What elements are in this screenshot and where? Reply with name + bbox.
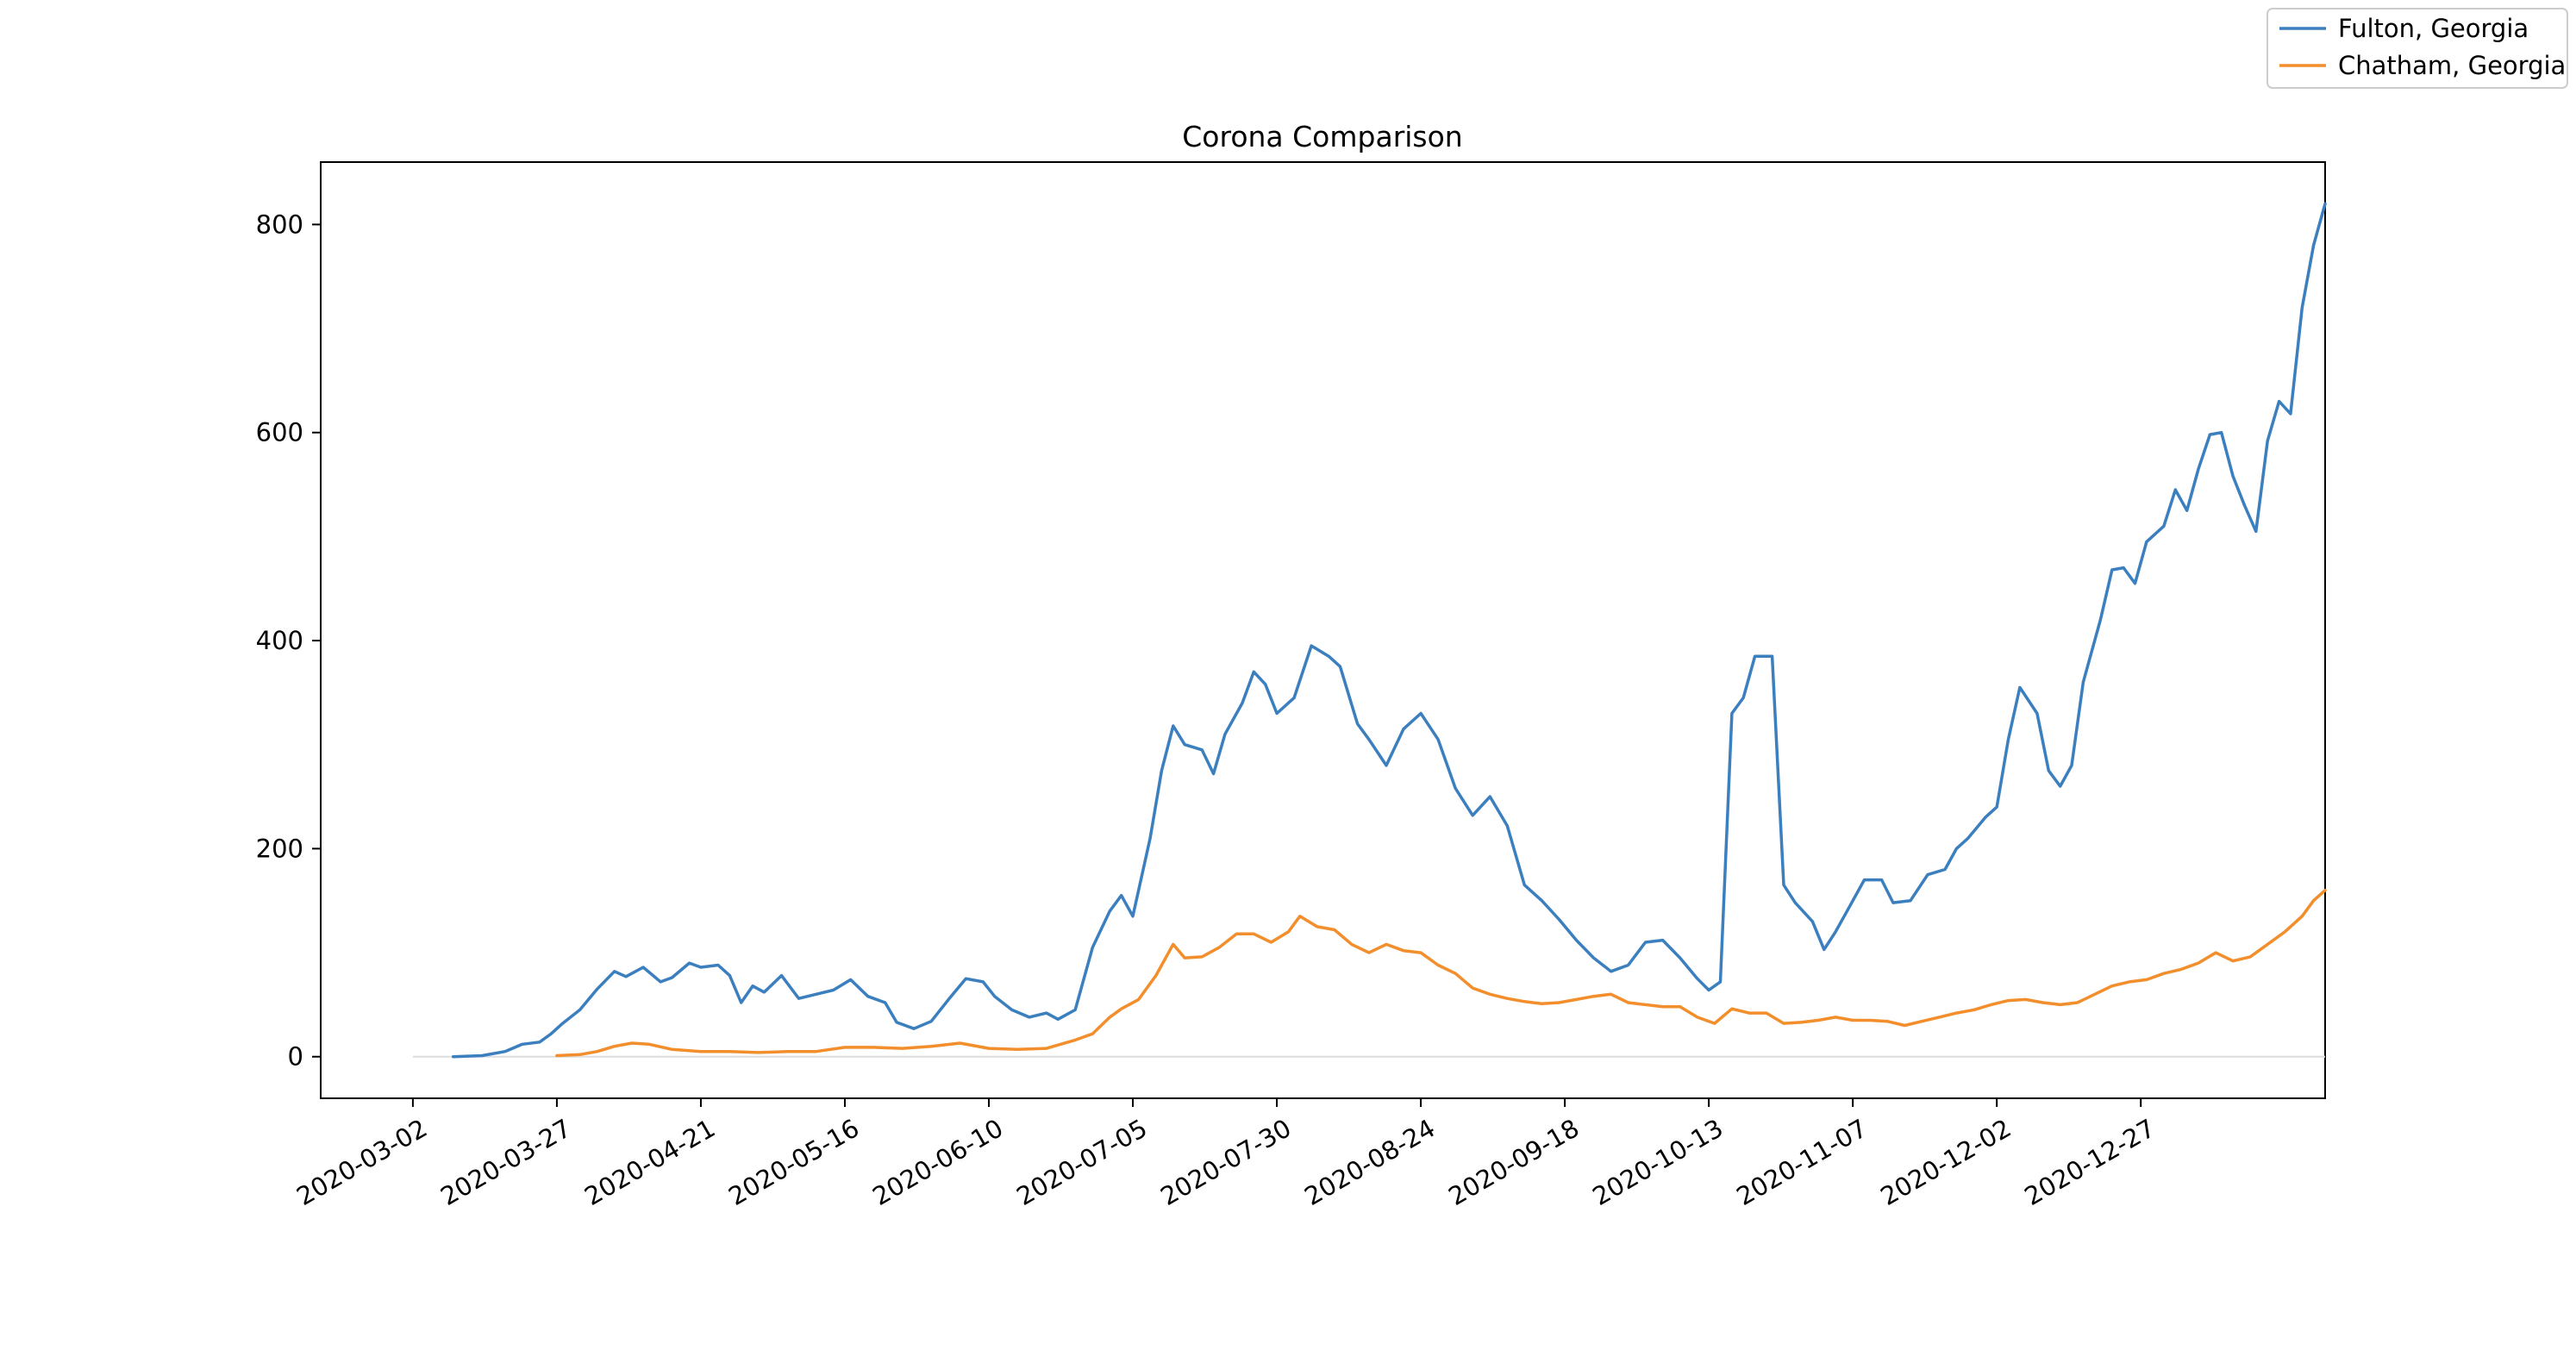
legend-box: [2267, 8, 2568, 89]
chart-title: Corona Comparison: [1182, 120, 1462, 153]
x-tick-label: 2020-12-02: [1876, 1113, 2016, 1211]
x-tick-label: 2020-03-02: [291, 1113, 432, 1211]
y-tick-label: 200: [256, 834, 303, 863]
x-tick-label: 2020-12-27: [2020, 1113, 2160, 1211]
x-tick-label: 2020-06-10: [867, 1113, 1008, 1211]
y-tick-label: 0: [288, 1042, 303, 1072]
x-tick-label: 2020-04-21: [579, 1113, 720, 1211]
x-tick-label: 2020-07-30: [1155, 1113, 1296, 1211]
legend-label-fulton: Fulton, Georgia: [2338, 14, 2529, 43]
x-tick-label: 2020-05-16: [723, 1113, 864, 1211]
y-tick-label: 600: [256, 418, 303, 447]
x-tick-label: 2020-09-18: [1443, 1113, 1584, 1211]
legend: Fulton, Georgia Chatham, Georgia: [2267, 8, 2568, 89]
y-tick-label: 800: [256, 209, 303, 239]
series-group: [451, 202, 2327, 1059]
plot-area: [320, 161, 2326, 1099]
x-tick-label: 2020-10-13: [1587, 1113, 1728, 1211]
x-tick-label: 2020-03-27: [435, 1113, 576, 1211]
y-tick-label: 400: [256, 626, 303, 655]
y-axis: 0 200 400 600 800: [256, 209, 321, 1072]
series-line-fulton: [451, 202, 2327, 1059]
x-tick-label: 2020-07-05: [1011, 1113, 1152, 1211]
x-tick-label: 2020-11-07: [1731, 1113, 1872, 1211]
x-axis: 2020-03-02 2020-03-27 2020-04-21 2020-05-16…: [291, 1098, 2160, 1211]
legend-label-chatham: Chatham, Georgia: [2338, 51, 2566, 80]
series-line-chatham: [555, 888, 2327, 1058]
x-tick-label: 2020-08-24: [1299, 1113, 1440, 1211]
